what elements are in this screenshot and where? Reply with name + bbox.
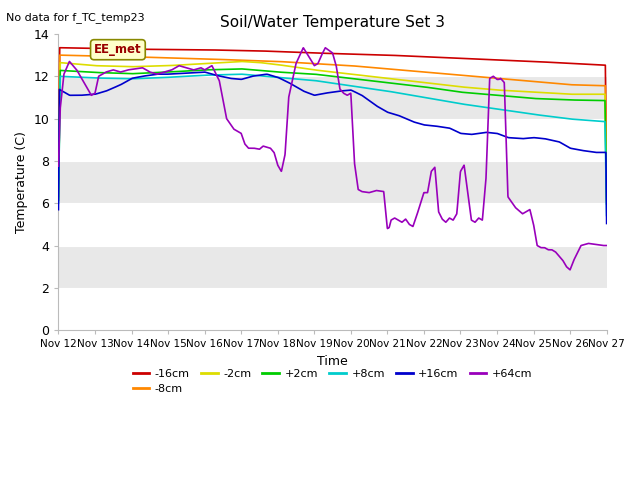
Bar bbox=[58, 76, 607, 119]
Y-axis label: Temperature (C): Temperature (C) bbox=[15, 131, 28, 233]
Bar bbox=[58, 288, 607, 330]
Bar bbox=[58, 246, 607, 288]
X-axis label: Time: Time bbox=[317, 355, 348, 368]
Title: Soil/Water Temperature Set 3: Soil/Water Temperature Set 3 bbox=[220, 15, 445, 30]
Legend: -16cm, -8cm, -2cm, +2cm, +8cm, +16cm, +64cm: -16cm, -8cm, -2cm, +2cm, +8cm, +16cm, +6… bbox=[128, 364, 537, 399]
Bar bbox=[58, 34, 607, 76]
Text: EE_met: EE_met bbox=[94, 43, 141, 56]
Bar bbox=[58, 161, 607, 203]
Text: No data for f_TC_temp23: No data for f_TC_temp23 bbox=[6, 12, 145, 23]
Bar bbox=[58, 119, 607, 161]
Bar bbox=[58, 203, 607, 246]
